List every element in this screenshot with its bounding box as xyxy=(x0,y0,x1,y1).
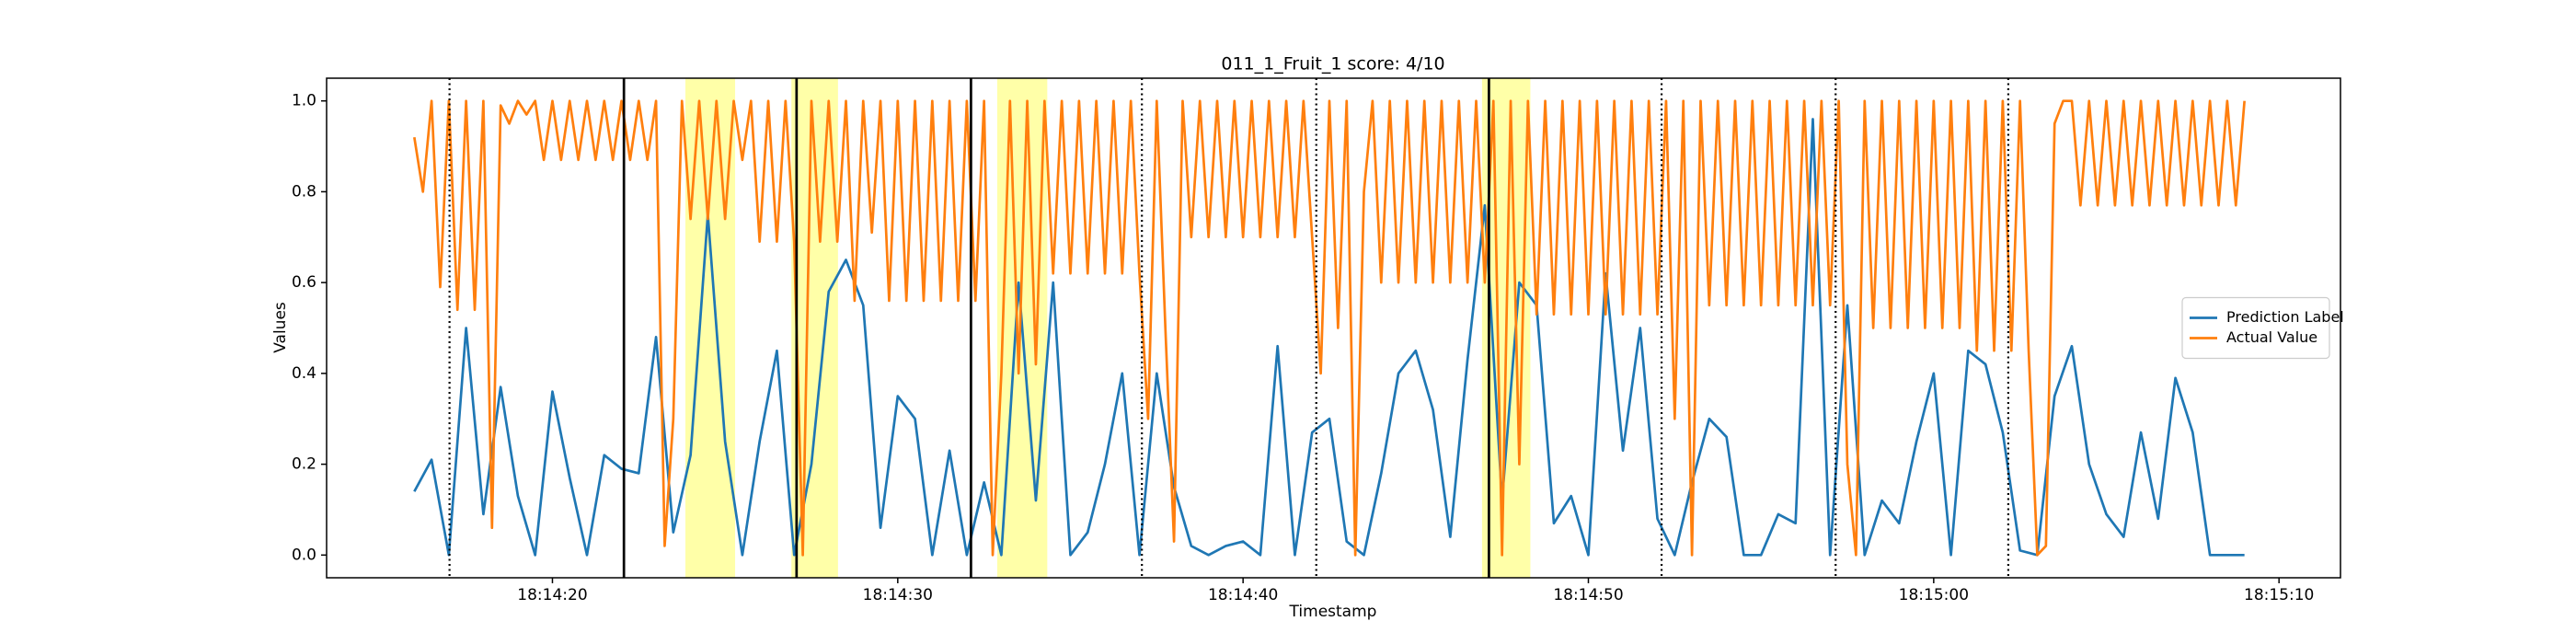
legend-box xyxy=(2181,296,2330,360)
x-tick-label: 18:14:40 xyxy=(1208,586,1278,604)
axes-frame xyxy=(326,77,2341,579)
y-tick-label: 0.0 xyxy=(292,546,316,564)
legend: Prediction Label Actual Value xyxy=(2181,296,2344,360)
plot-area: 18:14:20 18:14:30 18:14:40 18:14:50 18:15:00… xyxy=(292,77,2344,604)
chart-title: 011_1_Fruit_1 score: 4/10 xyxy=(1221,54,1444,75)
x-tick-label: 18:14:30 xyxy=(863,586,933,604)
data-line xyxy=(413,118,2245,557)
legend-label: Prediction Label xyxy=(2226,308,2344,326)
y-axis-label: Values xyxy=(271,302,290,353)
x-axis-label: Timestamp xyxy=(1289,603,1377,621)
y-tick-label: 1.0 xyxy=(292,92,316,110)
y-tick-label: 0.6 xyxy=(292,273,316,292)
x-tick-label: 18:14:50 xyxy=(1553,586,1623,604)
legend-label: Actual Value xyxy=(2226,328,2317,346)
x-tick-label: 18:15:10 xyxy=(2244,586,2314,604)
y-tick-label: 0.8 xyxy=(292,182,316,201)
highlight-span xyxy=(684,78,736,578)
x-tick-label: 18:14:20 xyxy=(517,586,587,604)
y-tick-label: 0.2 xyxy=(292,455,316,474)
x-tick-label: 18:15:00 xyxy=(1899,586,1969,604)
y-tick-label: 0.4 xyxy=(292,364,316,383)
data-line xyxy=(413,99,2246,557)
